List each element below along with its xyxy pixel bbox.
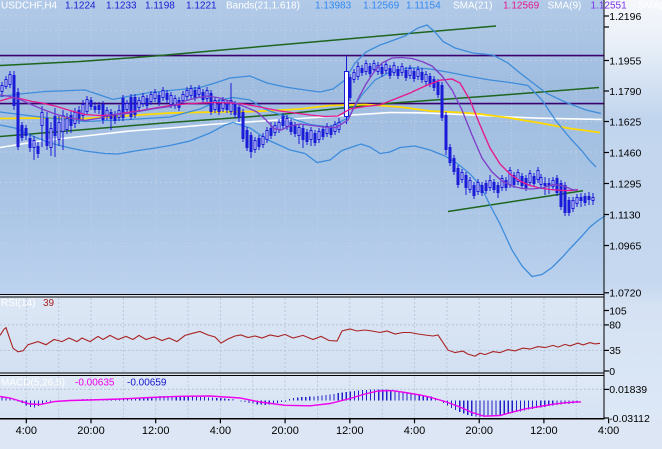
svg-text:1.12569: 1.12569 (503, 0, 540, 11)
svg-text:39: 39 (43, 298, 55, 309)
svg-text:4:00: 4:00 (598, 425, 619, 437)
svg-text:SMA(21): SMA(21) (453, 0, 492, 11)
svg-text:0: 0 (609, 366, 615, 378)
svg-text:1.1460: 1.1460 (609, 147, 641, 159)
svg-text:1.1233: 1.1233 (106, 0, 137, 11)
svg-text:RSI(14): RSI(14) (1, 298, 35, 309)
svg-text:1.12551: 1.12551 (591, 0, 628, 11)
svg-text:1.1955: 1.1955 (609, 55, 641, 67)
svg-text:-0.00659: -0.00659 (127, 378, 167, 389)
svg-text:1.1295: 1.1295 (609, 178, 641, 190)
svg-text:-0.03112: -0.03112 (609, 413, 650, 425)
svg-text:12:00: 12:00 (336, 425, 364, 437)
svg-text:20:00: 20:00 (465, 425, 493, 437)
svg-text:Bands(21,1.618): Bands(21,1.618) (226, 0, 300, 11)
svg-text:-0.00635: -0.00635 (75, 378, 115, 389)
svg-text:1.1198: 1.1198 (145, 0, 175, 11)
svg-text:4:00: 4:00 (16, 425, 37, 437)
svg-text:4:00: 4:00 (210, 425, 231, 437)
svg-text:4:00: 4:00 (404, 425, 425, 437)
svg-text:1.1221: 1.1221 (186, 0, 217, 11)
svg-text:1.1130: 1.1130 (609, 209, 640, 221)
svg-text:1.1790: 1.1790 (609, 86, 641, 98)
svg-text:1.12569: 1.12569 (363, 0, 400, 11)
svg-text:12:00: 12:00 (530, 425, 558, 437)
svg-text:1.13983: 1.13983 (315, 0, 352, 11)
svg-text:1.1224: 1.1224 (65, 0, 96, 11)
svg-text:35: 35 (609, 345, 621, 357)
svg-text:80: 80 (609, 320, 621, 332)
svg-text:1.0720: 1.0720 (609, 288, 641, 300)
svg-text:1.0965: 1.0965 (609, 240, 641, 252)
svg-text:12:00: 12:00 (142, 425, 170, 437)
svg-text:SMA(9): SMA(9) (548, 0, 582, 11)
svg-text:USDCHF,H4: USDCHF,H4 (1, 0, 58, 11)
svg-text:MACD(5,26,5): MACD(5,26,5) (1, 378, 65, 389)
svg-text:105: 105 (609, 305, 627, 317)
svg-text:SMA(: SMA( (638, 0, 662, 11)
svg-text:1.1625: 1.1625 (609, 116, 641, 128)
svg-text:20:00: 20:00 (77, 425, 105, 437)
svg-text:1.11154: 1.11154 (406, 0, 441, 11)
svg-text:1.2196: 1.2196 (609, 11, 641, 23)
svg-text:0.01839: 0.01839 (609, 384, 647, 396)
svg-text:20:00: 20:00 (271, 425, 299, 437)
